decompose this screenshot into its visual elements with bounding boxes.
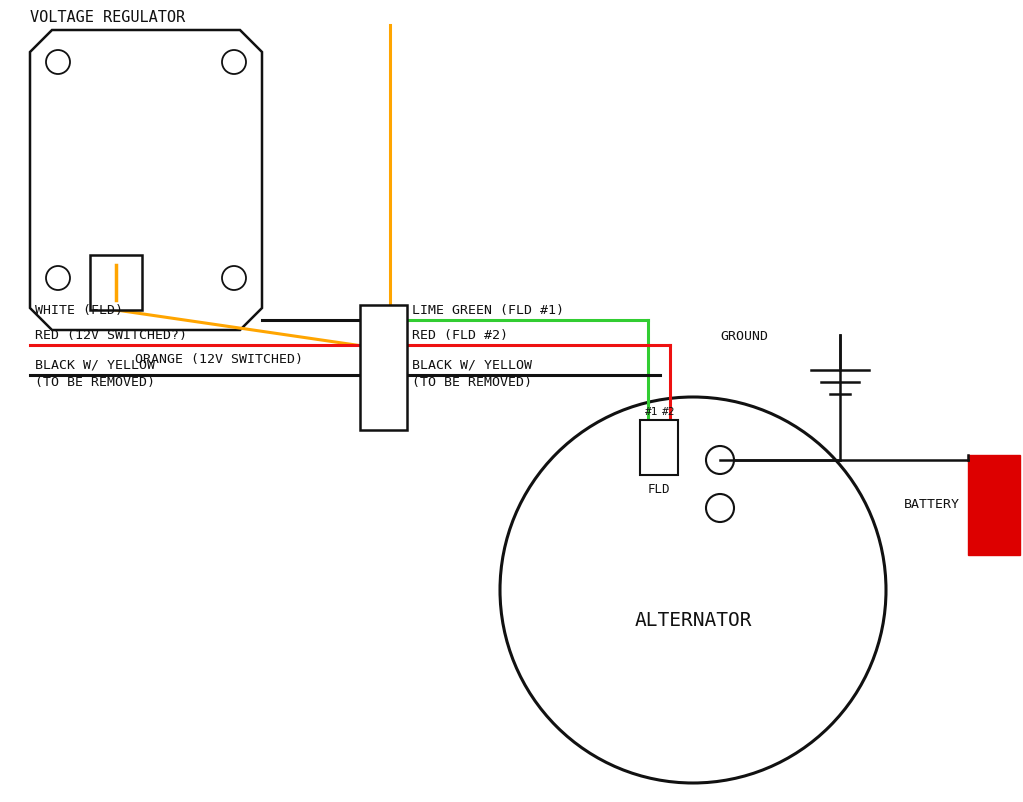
Text: BLACK W/ YELLOW: BLACK W/ YELLOW xyxy=(412,359,532,372)
Bar xyxy=(640,420,678,475)
Text: BATTERY: BATTERY xyxy=(904,499,960,512)
Text: ORANGE (12V SWITCHED): ORANGE (12V SWITCHED) xyxy=(135,353,303,366)
Text: FLD: FLD xyxy=(648,483,670,496)
Text: LIME GREEN (FLD #1): LIME GREEN (FLD #1) xyxy=(412,304,564,317)
Text: BLACK W/ YELLOW: BLACK W/ YELLOW xyxy=(35,359,155,372)
Bar xyxy=(360,305,407,430)
Text: #1: #1 xyxy=(644,407,659,417)
Text: GROUND: GROUND xyxy=(720,330,768,343)
Text: #2: #2 xyxy=(662,407,675,417)
Text: RED (12V SWITCHED?): RED (12V SWITCHED?) xyxy=(35,329,187,342)
Bar xyxy=(90,255,142,310)
Polygon shape xyxy=(30,30,262,330)
Bar xyxy=(968,455,1020,555)
Text: (TO BE REMOVED): (TO BE REMOVED) xyxy=(412,376,532,389)
Circle shape xyxy=(500,397,886,783)
Text: WHITE (FLD): WHITE (FLD) xyxy=(35,304,123,317)
Text: VOLTAGE REGULATOR: VOLTAGE REGULATOR xyxy=(30,10,185,25)
Text: RED (FLD #2): RED (FLD #2) xyxy=(412,329,508,342)
Text: ALTERNATOR: ALTERNATOR xyxy=(634,610,752,630)
Text: (TO BE REMOVED): (TO BE REMOVED) xyxy=(35,376,155,389)
